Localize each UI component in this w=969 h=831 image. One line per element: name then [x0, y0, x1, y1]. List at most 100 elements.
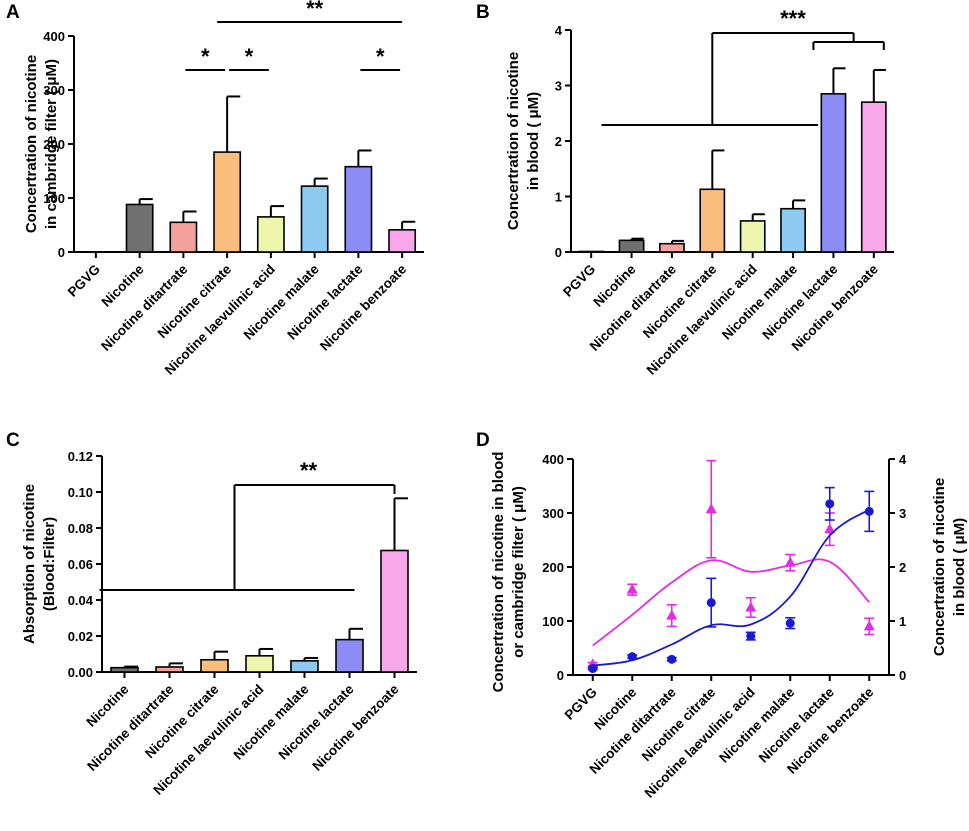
- y-axis-label-left-line: Concertration of nicotine in blood: [490, 452, 507, 693]
- data-point: [667, 654, 677, 664]
- category-label: Nicotine lactate: [275, 681, 357, 763]
- category-label: Nicotine benzoate: [317, 261, 410, 354]
- y-axis-label: Absorption of nicotine (Blood:Filter): [21, 484, 58, 644]
- y-axis-label-line: in cambridge filter ( μM): [43, 59, 60, 229]
- y-tick-label-left: 100: [542, 614, 564, 629]
- significance-marker: *: [245, 44, 254, 69]
- y-axis-label-right-line: Concertration of nicotine: [931, 478, 948, 656]
- bar: [213, 151, 242, 253]
- y-tick-label-right: 1: [899, 614, 906, 629]
- y-tick-label: 400: [43, 29, 65, 44]
- bar: [344, 165, 373, 253]
- data-point: [627, 652, 637, 662]
- data-point: [825, 499, 835, 509]
- bar: [388, 229, 417, 253]
- bar: [739, 220, 766, 253]
- y-tick-label: 0.00: [68, 665, 93, 680]
- significance-marker: ***: [780, 6, 806, 31]
- trend-line: [592, 558, 870, 647]
- y-axis-label-right-line: in blood ( μM): [951, 518, 968, 616]
- category-label: Nicotine malate: [230, 681, 312, 763]
- y-tick-label: 100: [43, 191, 65, 206]
- y-axis-label-line: Concertration of nicotine: [505, 52, 522, 230]
- y-tick-label: 2: [555, 134, 562, 149]
- y-tick-label: 0.12: [68, 449, 93, 464]
- data-point: [746, 631, 756, 641]
- y-tick-label: 1: [555, 190, 562, 205]
- y-tick-label: 3: [555, 79, 562, 94]
- bar: [300, 185, 329, 253]
- panel-label-c: C: [6, 430, 20, 451]
- y-axis-label-right: Concertration of nicotine in blood ( μM): [931, 478, 968, 656]
- bar: [780, 207, 806, 253]
- data-point: [626, 583, 638, 594]
- y-axis-label-line: Absorption of nicotine: [21, 484, 38, 644]
- y-axis-label: Concertration of nicotine in blood ( μM): [505, 52, 542, 230]
- y-tick-label: 4: [555, 23, 563, 38]
- bar: [169, 221, 198, 253]
- data-point: [864, 506, 874, 516]
- data-point: [588, 664, 598, 674]
- y-tick-label-left: 0: [557, 668, 564, 683]
- category-label: PGVG: [560, 262, 598, 300]
- y-tick-label: 0.06: [68, 557, 93, 572]
- y-tick-label-right: 3: [899, 506, 906, 521]
- panel-label-a: A: [6, 2, 20, 23]
- panel-label-b: B: [476, 2, 490, 23]
- y-axis-label: Concertration of nicotine in cambridge fi…: [23, 55, 60, 233]
- category-label: Nicotine malate: [241, 261, 323, 343]
- y-axis-label-line: in blood ( μM): [525, 92, 542, 190]
- category-label: Nicotine citrate: [640, 261, 720, 341]
- y-tick-label: 0.04: [68, 593, 94, 608]
- bar: [699, 188, 726, 253]
- bar: [820, 93, 847, 253]
- category-label: Nicotine ditartrate: [84, 681, 177, 774]
- data-point: [824, 523, 836, 534]
- y-tick-label-left: 400: [542, 452, 564, 467]
- y-tick-label-left: 200: [542, 560, 564, 575]
- category-label: PGVG: [65, 262, 103, 300]
- series-triangle: [587, 459, 875, 669]
- y-axis-label-left: Concertration of nicotine in blood or cam…: [490, 452, 527, 693]
- series-circle: [587, 486, 875, 674]
- bar: [659, 242, 685, 253]
- bar: [335, 638, 364, 673]
- category-label: Nicotine lactate: [284, 261, 366, 343]
- bar: [860, 101, 887, 253]
- data-point: [785, 618, 795, 628]
- data-point: [863, 620, 875, 631]
- y-tick-label: 0.02: [68, 629, 93, 644]
- y-tick-label: 0: [555, 245, 562, 260]
- y-tick-label-left: 300: [542, 506, 564, 521]
- panel-d: D 0 100 200 300 400 0 1 2 3 4 Concertration of nico…: [476, 430, 968, 801]
- bar: [578, 250, 605, 253]
- y-axis-label-line: (Blood:Filter): [41, 517, 58, 611]
- y-tick-label: 0: [58, 245, 65, 260]
- bar: [200, 658, 229, 673]
- data-point: [705, 503, 717, 514]
- y-tick-label-right: 0: [899, 668, 906, 683]
- data-point: [706, 598, 716, 608]
- significance-marker: **: [300, 458, 318, 483]
- panel-c: C 0.00 0.02 0.04 0.06 0.08 0.10 0.12 Absorption …: [6, 430, 417, 798]
- panel-label-d: D: [476, 430, 490, 451]
- y-tick-label: 0.10: [68, 485, 93, 500]
- panel-a: A 0 100 200 300 400 Concertration of nicotine i…: [6, 0, 424, 378]
- y-tick-label-right: 4: [899, 452, 907, 467]
- y-tick-label: 300: [43, 83, 65, 98]
- bar: [110, 666, 139, 673]
- bar: [256, 216, 285, 253]
- category-label: Nicotine citrate: [155, 261, 235, 341]
- bar: [618, 239, 645, 253]
- data-point: [666, 609, 678, 620]
- significance-marker: *: [376, 44, 385, 69]
- y-tick-label-right: 2: [899, 560, 906, 575]
- category-label: PGVG: [562, 685, 600, 723]
- bar: [380, 549, 409, 673]
- data-point: [745, 601, 757, 612]
- y-tick-label: 200: [43, 137, 65, 152]
- bar: [125, 203, 154, 253]
- significance-marker: **: [306, 0, 324, 21]
- panel-b: B 0 1 2 3 4 Concertration of nicotine in blood …: [476, 2, 894, 378]
- y-tick-label: 0.08: [68, 521, 93, 536]
